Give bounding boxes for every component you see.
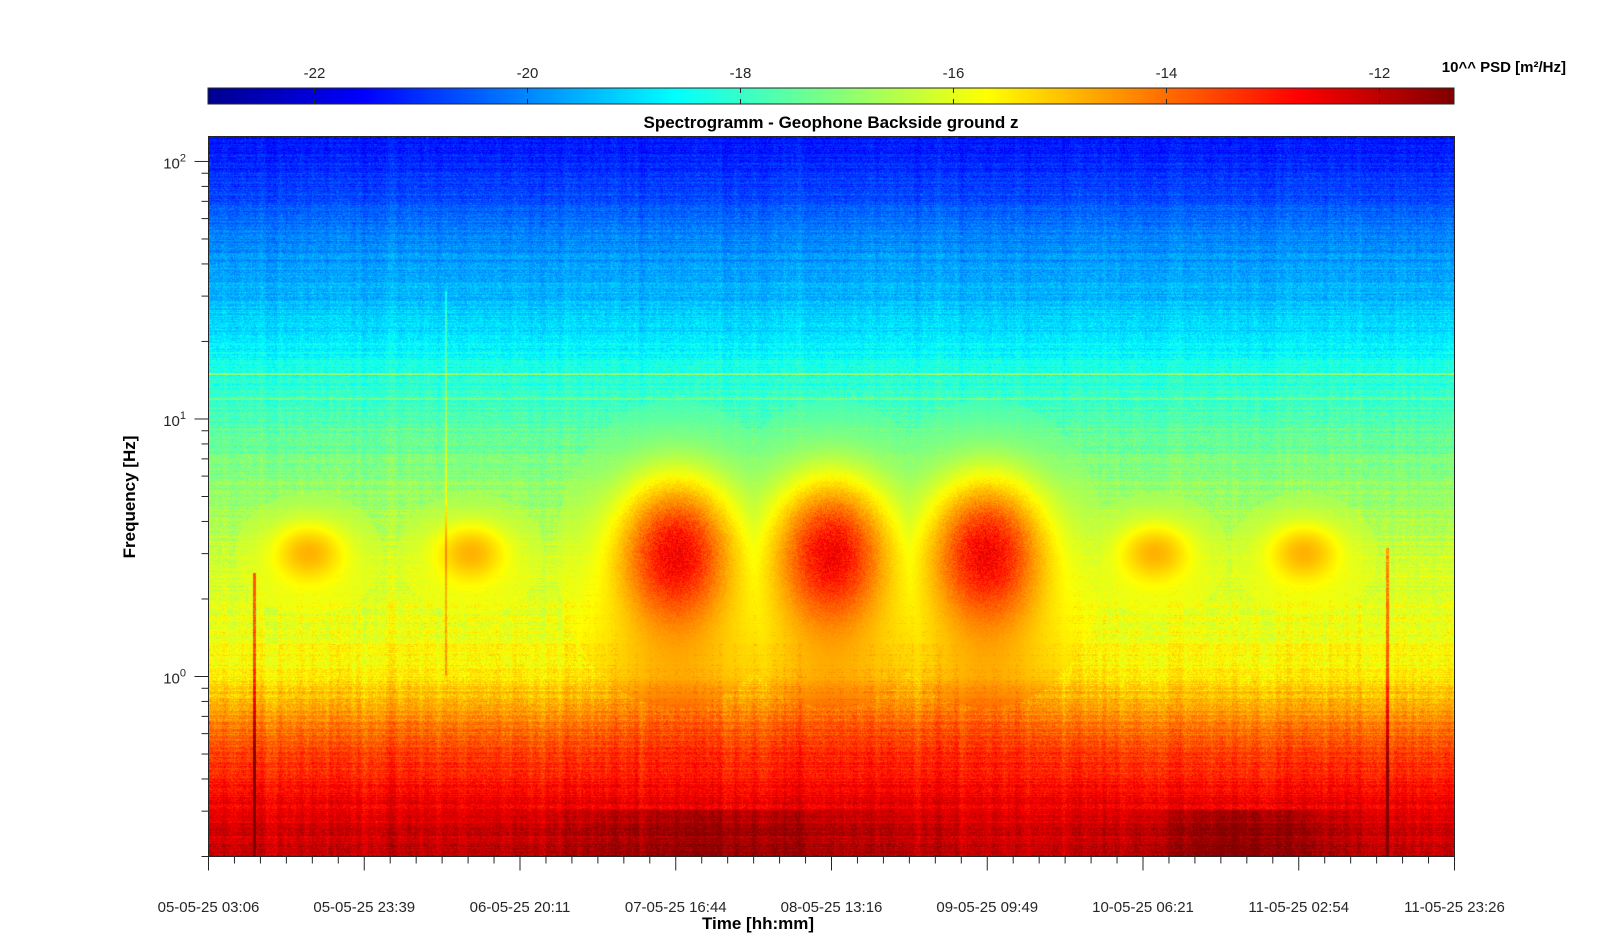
colorbar-tick-label: -18 bbox=[730, 65, 752, 82]
colorbar-tick-label: -12 bbox=[1369, 65, 1391, 82]
colorbar-title: 10^^ PSD [m²/Hz] bbox=[1442, 59, 1566, 76]
y-tick-exponent: 2 bbox=[180, 152, 186, 164]
x-tick-label: 11-05-25 23:26 bbox=[1404, 899, 1505, 916]
colorbar-tick-label: -22 bbox=[304, 65, 326, 82]
x-tick-label: 08-05-25 13:16 bbox=[781, 899, 883, 916]
y-tick-base: 10 bbox=[163, 155, 180, 172]
y-tick-exponent: 0 bbox=[180, 668, 186, 680]
y-tick-exponent: 1 bbox=[180, 410, 186, 422]
y-tick-label: 101 bbox=[163, 410, 186, 430]
colorbar-gradient bbox=[207, 87, 1455, 105]
x-tick-label: 05-05-25 23:39 bbox=[313, 899, 415, 916]
spectrogram-heatmap bbox=[209, 137, 1454, 856]
y-tick-base: 10 bbox=[163, 413, 180, 430]
x-tick-label: 09-05-25 09:49 bbox=[936, 899, 1038, 916]
colorbar-tick-label: -16 bbox=[943, 65, 965, 82]
colorbar-ticks: -22 -20 -18 -16 -14 -12 bbox=[304, 65, 1391, 104]
x-tick-label: 05-05-25 03:06 bbox=[158, 899, 260, 916]
plot-area bbox=[208, 136, 1455, 857]
x-tick-label: 10-05-25 06:21 bbox=[1092, 899, 1194, 916]
colorbar-tick-label: -14 bbox=[1156, 65, 1178, 82]
chart-title: Spectrogramm - Geophone Backside ground … bbox=[643, 113, 1018, 132]
x-axis: 05-05-25 03:06 05-05-25 23:39 06-05-25 20:… bbox=[158, 856, 1505, 916]
y-axis-label: Frequency [Hz] bbox=[120, 436, 139, 559]
colorbar-tick-label: -20 bbox=[517, 65, 539, 82]
x-tick-label: 07-05-25 16:44 bbox=[625, 899, 727, 916]
x-tick-label: 06-05-25 20:11 bbox=[470, 899, 571, 916]
y-tick-label: 100 bbox=[163, 668, 186, 688]
y-tick-label: 102 bbox=[163, 152, 186, 172]
y-tick-base: 10 bbox=[163, 671, 180, 688]
x-axis-label: Time [hh:mm] bbox=[702, 914, 814, 933]
x-tick-label: 11-05-25 02:54 bbox=[1248, 899, 1349, 916]
colorbar: -22 -20 -18 -16 -14 -12 10^^ PSD [m²/Hz] bbox=[207, 59, 1566, 105]
